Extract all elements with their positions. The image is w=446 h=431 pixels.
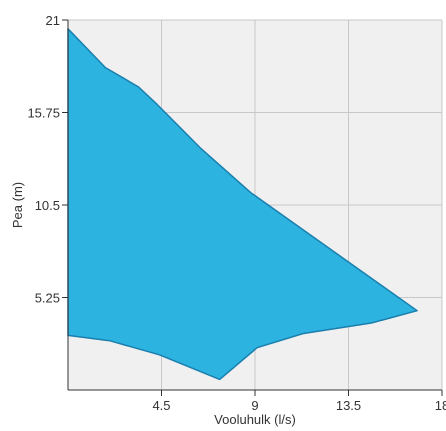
x-axis-label: Vooluhulk (l/s) (214, 412, 296, 427)
operating-envelope-area (67, 28, 418, 381)
x-tick-label: 18 (435, 398, 446, 413)
y-tick-label: 5.25 (35, 291, 60, 306)
y-tick-label: 10.5 (35, 198, 60, 213)
x-tick-label: 9 (251, 398, 258, 413)
y-tick-label: 15.75 (27, 106, 60, 121)
axes (62, 19, 443, 396)
y-tick-label: 21 (46, 13, 60, 28)
x-tick-labels: 4.5 9 13.5 18 (152, 398, 446, 413)
x-tick-label: 13.5 (336, 398, 361, 413)
x-tick-label: 4.5 (152, 398, 170, 413)
y-tick-labels: 5.25 10.5 15.75 21 (27, 13, 60, 306)
y-axis-label: Pea (m) (10, 182, 25, 228)
